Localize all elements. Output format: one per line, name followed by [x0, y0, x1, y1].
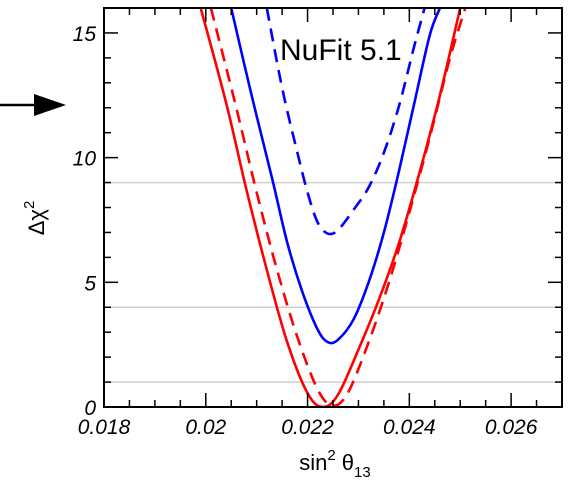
annotation-label: NuFit 5.1 — [280, 34, 402, 67]
y-tick-label: 5 — [84, 272, 96, 295]
x-axis-title: sin2 θ13 — [299, 447, 370, 481]
y-axis-title: Δχ2 — [21, 201, 49, 236]
x-tick-label: 0.018 — [78, 416, 131, 439]
reference-lines — [104, 181, 562, 383]
curves — [199, 8, 467, 407]
series-line-blue-dashed — [265, 8, 426, 236]
x-tick-label: 0.02 — [185, 416, 226, 439]
x-tick-label: 0.024 — [383, 416, 436, 439]
axis-ticks — [103, 7, 563, 408]
y-tick-label: 15 — [73, 23, 97, 46]
x-tick-label: 0.026 — [485, 416, 538, 439]
arrow-icon — [0, 94, 66, 116]
tick-labels: 0.018 0.02 0.022 0.024 0.026 0 5 10 15 — [73, 23, 538, 439]
y-tick-label: 0 — [84, 397, 96, 420]
series-line-blue-solid — [229, 8, 442, 345]
x-tick-label: 0.022 — [281, 416, 334, 439]
series-line-red-dashed — [209, 8, 467, 407]
y-tick-label: 10 — [73, 148, 97, 171]
plot-frame — [103, 7, 563, 408]
